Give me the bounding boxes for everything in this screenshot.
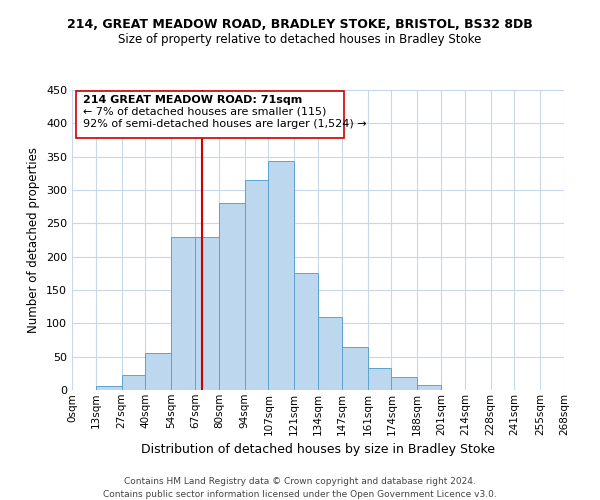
Bar: [96, 386, 122, 390]
Text: Contains public sector information licensed under the Open Government Licence v3: Contains public sector information licen…: [103, 490, 497, 499]
Bar: [122, 376, 145, 390]
Bar: [245, 180, 268, 390]
Bar: [219, 204, 245, 390]
Bar: [171, 236, 195, 390]
Text: ← 7% of detached houses are smaller (115): ← 7% of detached houses are smaller (115…: [83, 107, 326, 117]
Bar: [417, 386, 441, 390]
Bar: [342, 348, 368, 390]
Bar: [268, 162, 294, 390]
Text: Size of property relative to detached houses in Bradley Stoke: Size of property relative to detached ho…: [118, 32, 482, 46]
FancyBboxPatch shape: [76, 90, 344, 138]
Text: Contains HM Land Registry data © Crown copyright and database right 2024.: Contains HM Land Registry data © Crown c…: [124, 478, 476, 486]
Text: 92% of semi-detached houses are larger (1,524) →: 92% of semi-detached houses are larger (…: [83, 119, 367, 129]
Y-axis label: Number of detached properties: Number of detached properties: [28, 147, 40, 333]
Bar: [368, 368, 391, 390]
Bar: [294, 274, 318, 390]
Text: 214, GREAT MEADOW ROAD, BRADLEY STOKE, BRISTOL, BS32 8DB: 214, GREAT MEADOW ROAD, BRADLEY STOKE, B…: [67, 18, 533, 30]
X-axis label: Distribution of detached houses by size in Bradley Stoke: Distribution of detached houses by size …: [141, 443, 495, 456]
Bar: [145, 354, 171, 390]
Text: 214 GREAT MEADOW ROAD: 71sqm: 214 GREAT MEADOW ROAD: 71sqm: [83, 95, 302, 105]
Bar: [391, 378, 417, 390]
Bar: [318, 318, 342, 390]
Bar: [195, 236, 219, 390]
